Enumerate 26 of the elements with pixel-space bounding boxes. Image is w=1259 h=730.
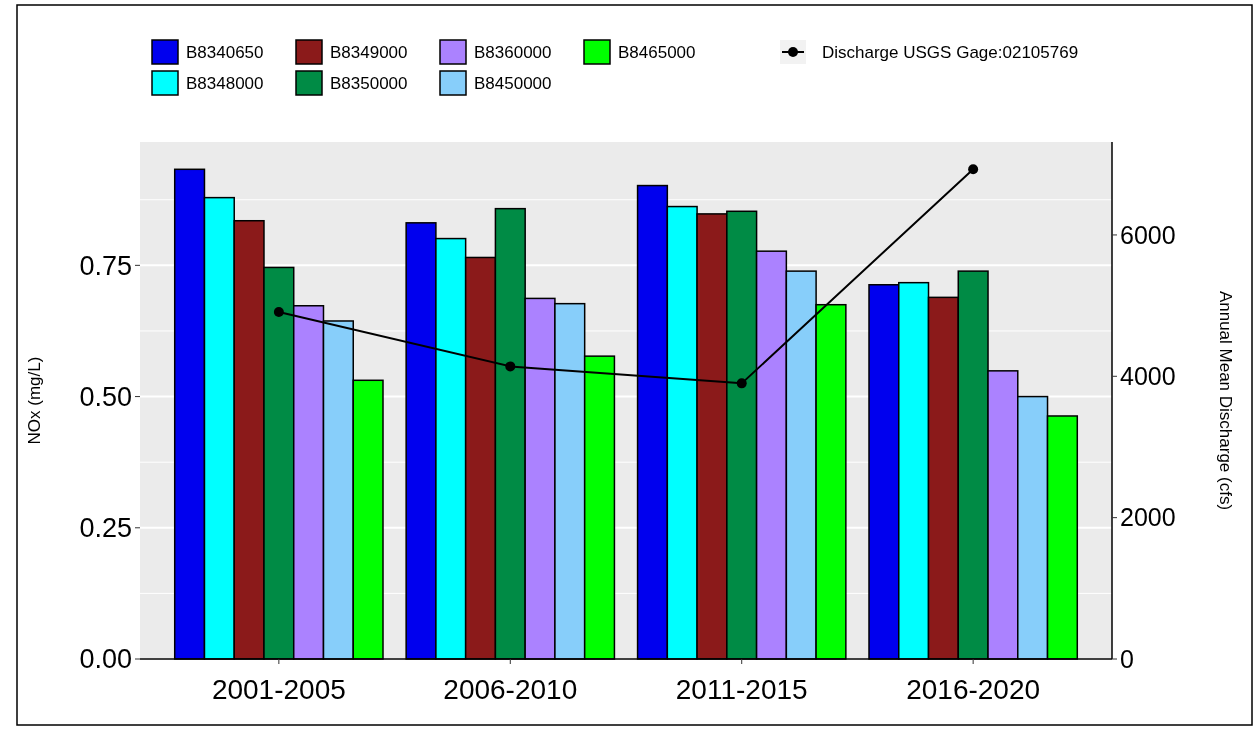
legend-label: Discharge USGS Gage:02105769 xyxy=(822,43,1079,62)
y-tick-label: 0.00 xyxy=(79,644,132,675)
y-tick-label: 0.75 xyxy=(79,250,132,281)
legend-label: B8360000 xyxy=(474,43,552,62)
point xyxy=(968,164,979,175)
point xyxy=(273,306,284,317)
y2-tick-label: 4000 xyxy=(1120,362,1176,391)
x-tick-label: 2006-2010 xyxy=(443,674,578,705)
x-tick-label: 2011-2015 xyxy=(675,674,808,705)
legend-label: B8348000 xyxy=(186,74,264,93)
y-axis-title: NOx (mg/L) xyxy=(25,356,44,445)
y-tick-label: 0.50 xyxy=(79,382,132,413)
legend-label: B8350000 xyxy=(330,74,408,93)
y2-tick-label: 2000 xyxy=(1120,503,1176,532)
y2-tick-label: 6000 xyxy=(1120,220,1176,249)
x-tick-label: 2016-2020 xyxy=(906,674,1041,705)
y2-tick-label: 0 xyxy=(1120,644,1134,673)
x-tick-label: 2001-2005 xyxy=(211,674,346,705)
point xyxy=(736,378,747,389)
y2-axis-title: Annual Mean Discharge (cfs) xyxy=(1216,290,1235,511)
point xyxy=(505,361,516,372)
legend-label: B8349000 xyxy=(330,43,408,62)
y-tick-label: 0.25 xyxy=(79,513,132,544)
legend-label: B8340650 xyxy=(186,43,264,62)
legend-label: B8450000 xyxy=(474,74,552,93)
legend-label: B8465000 xyxy=(618,43,696,62)
